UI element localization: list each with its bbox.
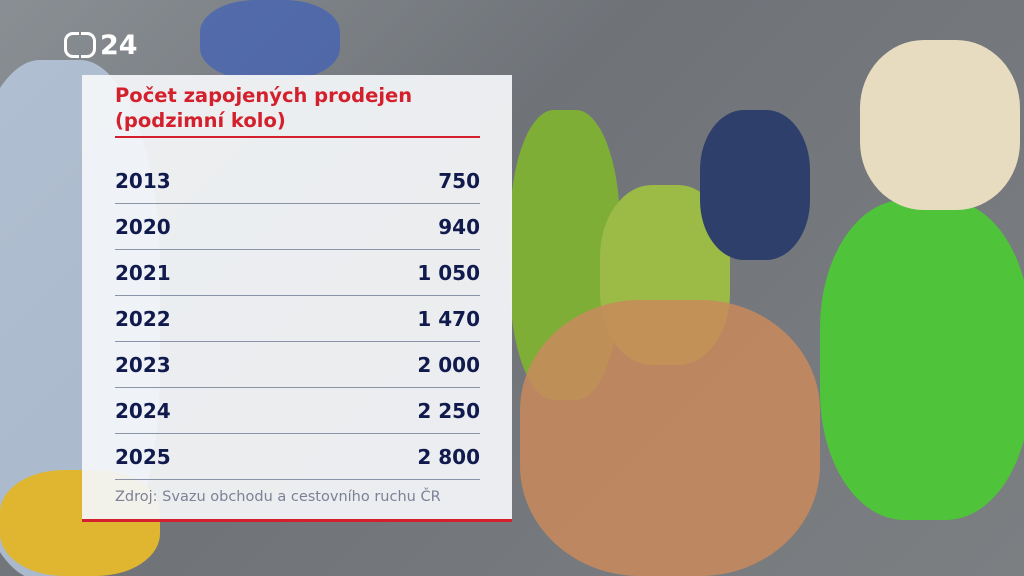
table-row: 2013 750 <box>115 158 480 204</box>
title-line-1: Počet zapojených prodejen <box>115 84 413 107</box>
row-value: 750 <box>438 168 480 193</box>
source-note: Zdroj: Svazu obchodu a cestovního ruchu … <box>115 489 441 505</box>
table-row: 2022 1 470 <box>115 296 480 342</box>
row-value: 940 <box>438 214 480 239</box>
title-divider <box>115 136 480 138</box>
table-title: Počet zapojených prodejen (podzimní kolo… <box>115 83 480 133</box>
logo-text: 24 <box>100 29 138 61</box>
table-row: 2021 1 050 <box>115 250 480 296</box>
table-row: 2024 2 250 <box>115 388 480 434</box>
table-row: 2023 2 000 <box>115 342 480 388</box>
row-value: 2 800 <box>417 444 480 469</box>
ct24-logo: 24 <box>64 29 138 61</box>
row-value: 1 050 <box>417 260 480 285</box>
table-row: 2025 2 800 <box>115 434 480 480</box>
data-table-panel: Počet zapojených prodejen (podzimní kolo… <box>82 75 512 522</box>
row-year: 2020 <box>115 214 171 239</box>
title-line-2: (podzimní kolo) <box>115 109 286 132</box>
row-year: 2024 <box>115 398 171 423</box>
row-year: 2022 <box>115 306 171 331</box>
ct-logo-icon <box>64 32 96 58</box>
table-row: 2020 940 <box>115 204 480 250</box>
row-year: 2025 <box>115 444 171 469</box>
row-year: 2021 <box>115 260 171 285</box>
row-year: 2023 <box>115 352 171 377</box>
row-year: 2013 <box>115 168 171 193</box>
row-value: 1 470 <box>417 306 480 331</box>
row-value: 2 250 <box>417 398 480 423</box>
row-value: 2 000 <box>417 352 480 377</box>
